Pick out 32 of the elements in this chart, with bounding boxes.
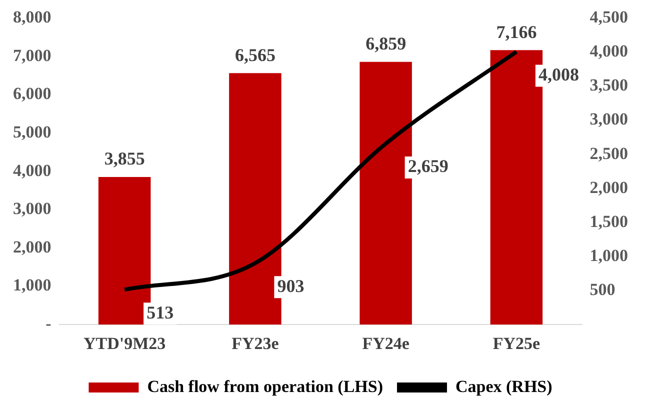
y-tick-label: 3,000	[13, 199, 52, 218]
data-label: 6,565	[234, 44, 276, 65]
data-label: 2,659	[408, 156, 448, 176]
x-tick-label: FY24e	[362, 334, 410, 354]
x-tick-label: FY25e	[492, 334, 540, 354]
data-label: 4,008	[538, 64, 579, 84]
data-label: 3,855	[104, 148, 145, 169]
y2-tick-label: 500	[590, 280, 616, 299]
y2-tick-label: 4,000	[590, 42, 628, 61]
legend-label: Cash flow from operation (LHS)	[147, 376, 383, 396]
y-tick-label: 8,000	[13, 8, 52, 27]
y2-tick-label: 3,000	[590, 110, 628, 129]
y-tick-label: 6,000	[13, 84, 52, 104]
y2-tick-label: 4,500	[590, 8, 628, 27]
y-tick-label: 4,000	[13, 160, 52, 180]
y2-tick-label: 2,000	[590, 178, 628, 197]
y-tick-label: 5,000	[13, 122, 52, 142]
y2-tick-label: 3,500	[590, 76, 628, 95]
legend-label: Capex (RHS)	[455, 376, 552, 396]
data-label: 7,166	[496, 22, 537, 42]
y2-tick-label: 1,000	[590, 246, 628, 265]
data-label: 513	[146, 302, 174, 322]
y-tick-label: -	[46, 314, 52, 333]
y2-tick-label: 1,500	[590, 212, 628, 231]
x-tick-label: FY23e	[232, 334, 280, 354]
y-tick-label: 7,000	[13, 46, 52, 65]
y-tick-label: 1,000	[13, 276, 52, 295]
data-label: 903	[277, 276, 304, 296]
y2-tick-label: 2,500	[590, 144, 628, 163]
y-tick-label: 2,000	[13, 237, 52, 256]
data-label: 6,859	[366, 34, 406, 54]
x-tick-label: YTD'9M23	[83, 334, 166, 354]
